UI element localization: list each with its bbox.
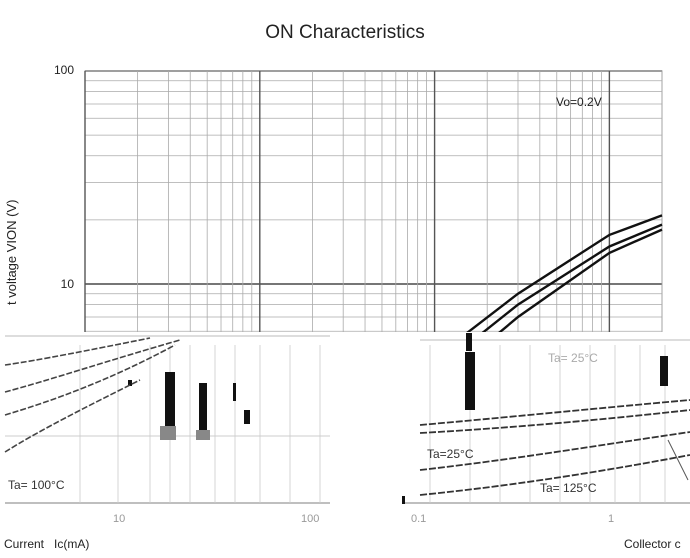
y-tick-10: 10 [60,277,74,291]
glitch-block [244,410,250,424]
glitch-block-grey [196,430,210,440]
left-x-tick-100: 100 [301,513,320,525]
y-axis-label: t voltage VION (V) [4,199,19,305]
plot-frame [84,70,663,336]
right-x-tick-1: 1 [608,513,615,525]
right-curve-2 [419,409,690,434]
y-tick-100: 100 [53,63,74,77]
left-curve-1 [4,337,151,366]
glitch-block [465,352,475,410]
glitch-block [165,372,175,438]
right-curve-3 [419,431,690,471]
annotation-leader [667,439,689,481]
ta-25-label-right: Ta=25°C [427,447,474,461]
ta-100-label: Ta= 100°C [8,478,65,492]
chart-title: ON Characteristics [265,22,425,43]
right-curve-4 [419,454,690,496]
plot-grid [84,70,663,336]
left-x-tick-10: 10 [113,513,126,525]
right-x-axis-label: Collector c [624,537,681,551]
right-x-tick-0-1: 0.1 [411,513,427,525]
ta-125-label: Ta= 125°C [540,481,597,495]
overlay-fragments [0,332,690,558]
glitch-block [660,356,668,386]
glitch-block [128,380,132,386]
vo-annotation: Vo=0.2V [556,95,602,109]
right-curve-1 [419,399,690,426]
left-curve-2 [4,339,181,393]
ta-25-label-top: Ta= 25°C [548,351,598,365]
glitch-block [233,383,236,401]
lower-panel-bg [0,332,690,558]
left-x-axis-label: Current Ic(mA) [4,537,90,551]
glitch-block [466,333,472,351]
glitch-block-grey [160,426,176,440]
left-curve-3 [4,344,176,416]
axis-stub [402,496,405,504]
left-curve-4 [4,379,141,453]
glitch-block [199,383,207,438]
